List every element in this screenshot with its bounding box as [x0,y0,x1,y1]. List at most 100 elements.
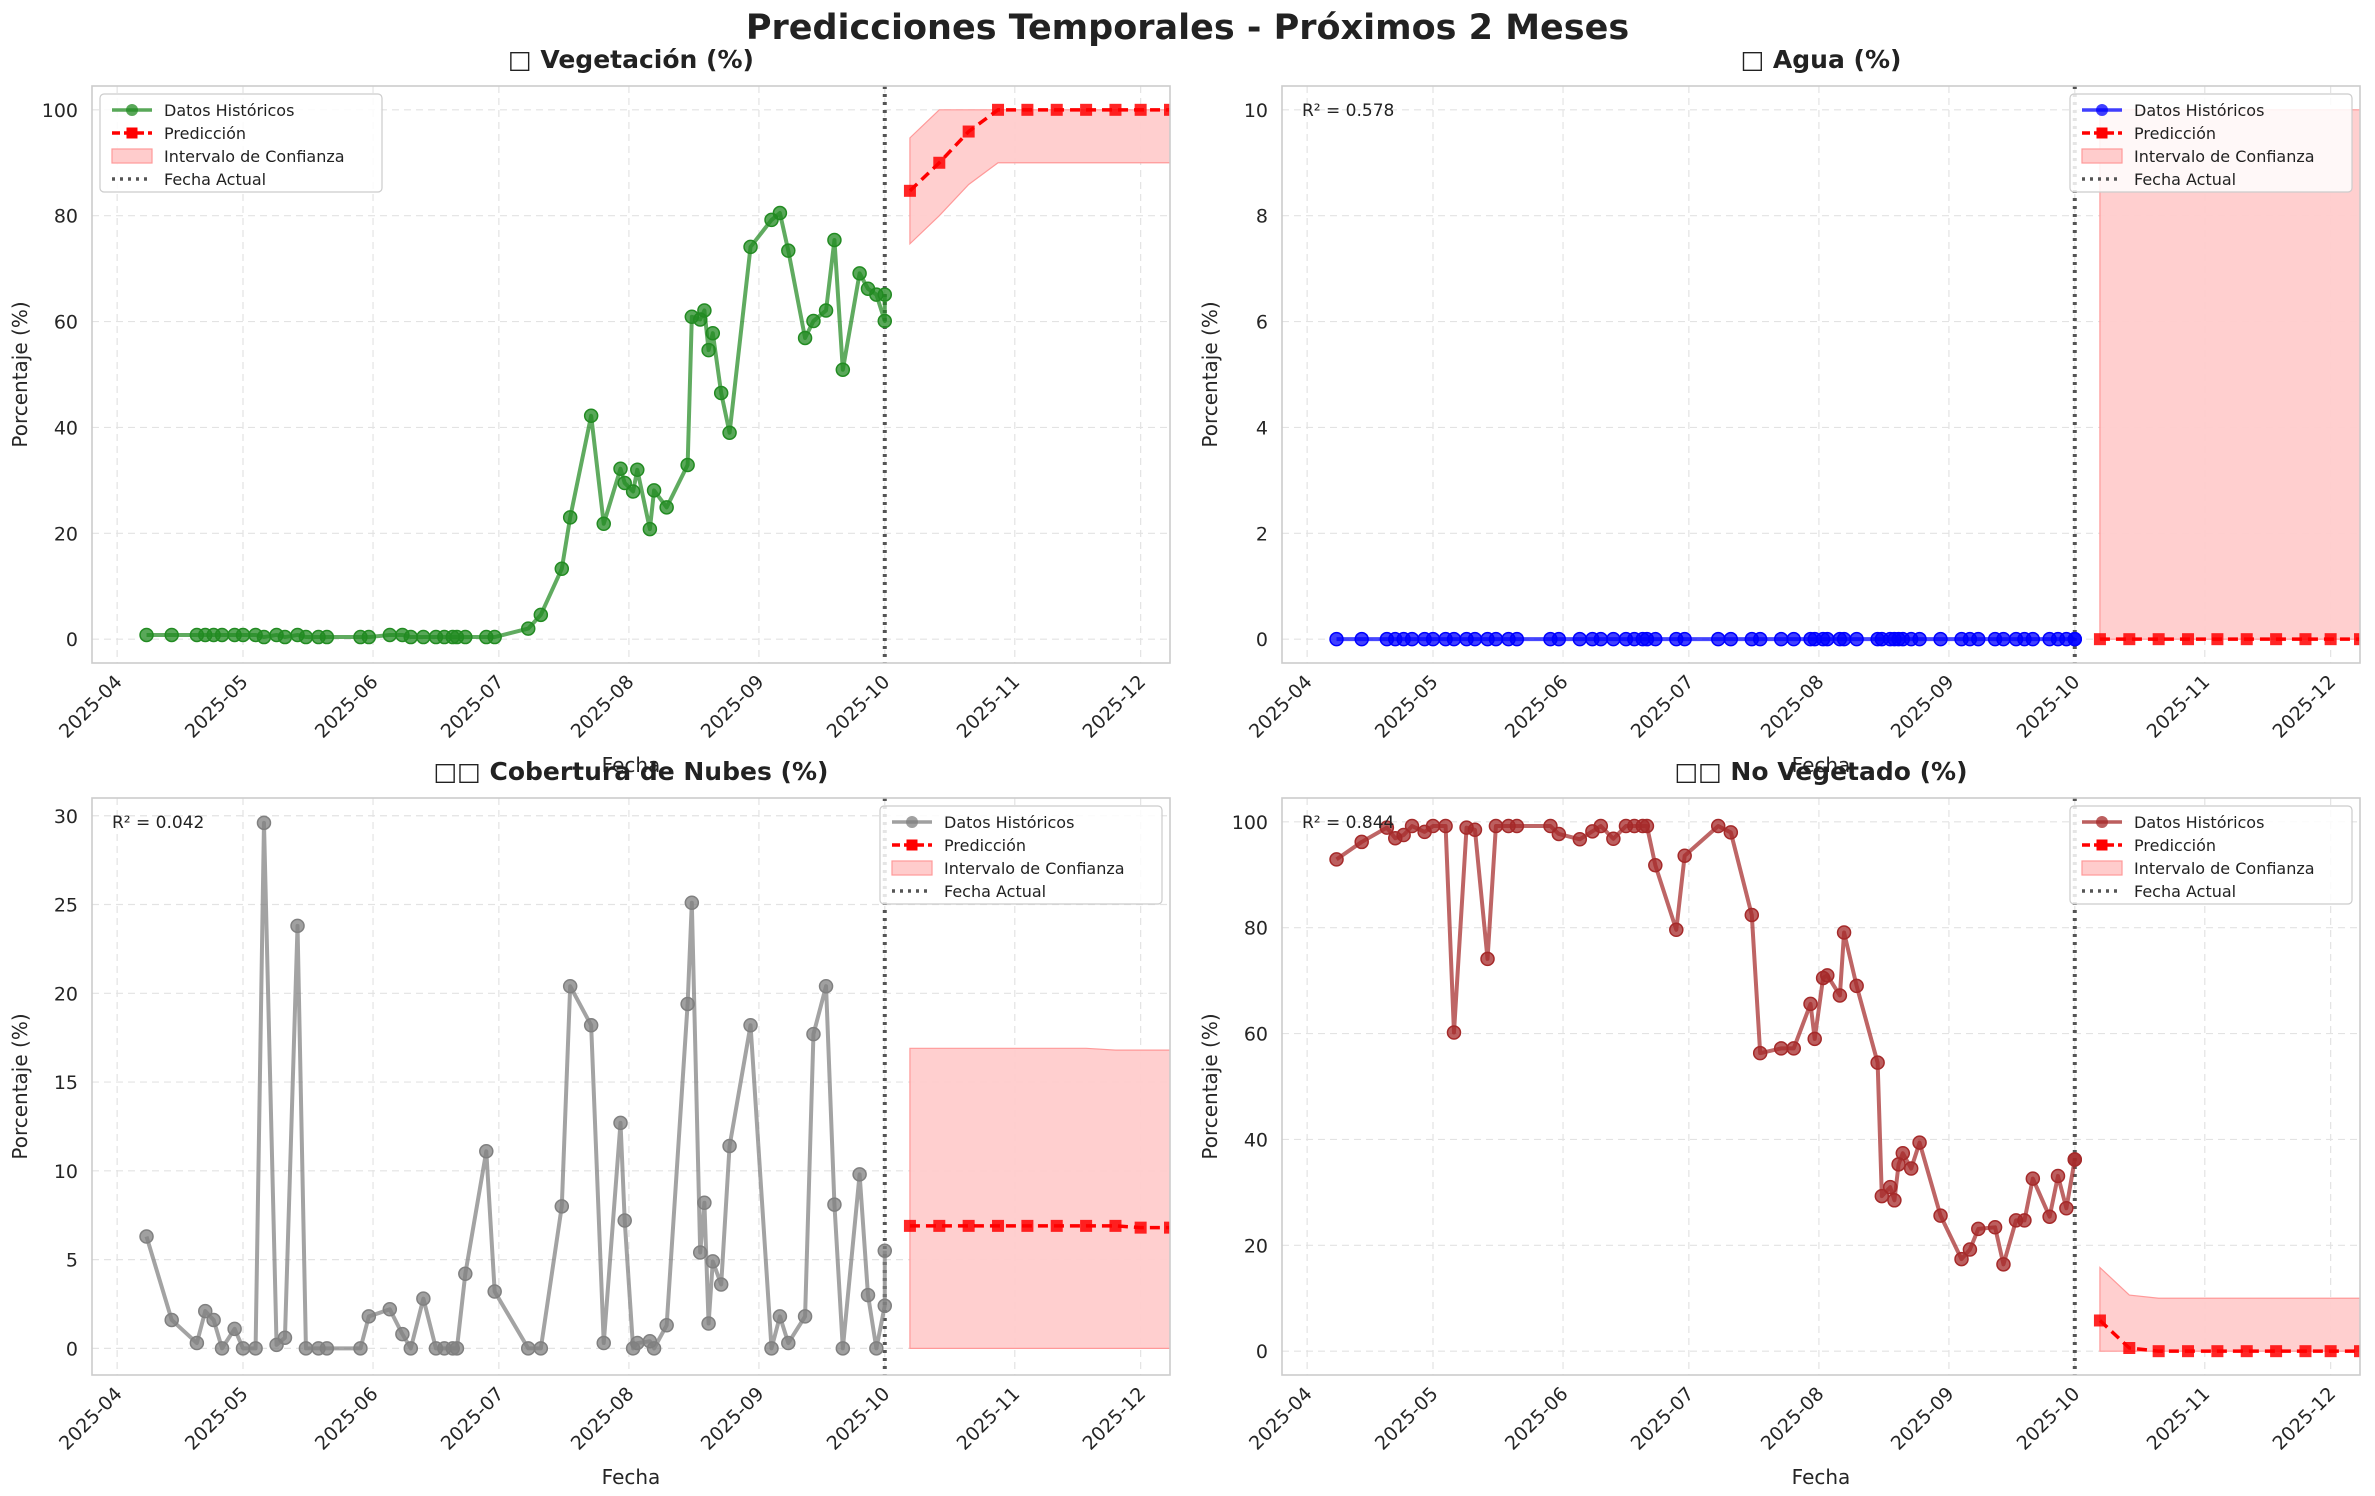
historical-point [617,1213,632,1228]
y-tick-label: 8 [1256,206,1268,228]
x-axis-label: Fecha [1792,753,1851,777]
legend-marker-prediction [2096,839,2108,851]
y-tick-label: 30 [54,806,78,828]
historical-point [2017,1213,2032,1228]
y-tick-label: 100 [42,100,78,122]
r2-annotation: R² = 0.042 [112,813,204,833]
prediction-point [1050,1219,1063,1232]
historical-point [1648,631,1663,647]
historical-point [1396,827,1411,843]
historical-point [705,1254,721,1269]
prediction-point [1050,103,1063,116]
historical-point [319,629,335,645]
y-axis-label: Porcentaje (%) [8,301,32,447]
historical-point [697,1195,712,1211]
historical-point [416,1291,431,1306]
y-tick-label: 60 [54,312,78,334]
historical-point [403,1341,419,1356]
historical-point [1572,832,1588,847]
historical-point [722,1138,737,1154]
prediction-point [2152,1345,2165,1358]
historical-point [164,627,179,643]
y-tick-label: 10 [54,1161,78,1183]
historical-point [797,1309,813,1324]
historical-point [1488,818,1504,834]
legend-handle-confidence [111,148,153,164]
x-tick-label: 2025-10 [823,1383,895,1455]
confidence-band [909,109,1170,246]
legend-label: Intervalo de Confianza [944,859,1125,878]
historical-point [1803,996,1818,1012]
r2-annotation: R² = 0.844 [1302,813,1394,833]
x-tick-label: 2025-07 [1627,1383,1699,1455]
historical-point [1710,818,1726,834]
historical-point [1849,978,1864,994]
prediction-point [2299,633,2312,646]
chart-title: □□ No Vegetado (%) [1674,757,1967,786]
prediction-point [2324,633,2337,646]
historical-point [1987,1220,2003,1235]
historical-point [235,1341,251,1356]
historical-point [235,627,251,643]
prediction-point [903,1219,916,1232]
y-tick-label: 0 [1256,1341,1268,1363]
historical-point [596,1335,611,1351]
legend-label: Fecha Actual [2134,882,2236,901]
historical-point [1446,1025,1462,1040]
y-axis-label: Porcentaje (%) [1198,301,1222,447]
historical-point [1870,1055,1885,1070]
historical-point [697,303,712,318]
x-tick-label: 2025-07 [437,671,509,743]
historical-point [479,1144,494,1159]
historical-point [1446,631,1462,647]
chart-title: □ Vegetación (%) [508,45,754,74]
historical-point [1954,1251,1969,1267]
prediction-point [1164,103,1170,116]
historical-point [382,1302,398,1317]
x-tick-label: 2025-08 [1757,671,1829,743]
historical-point [1606,631,1621,647]
y-tick-label: 80 [1244,918,1268,940]
historical-point [403,629,419,645]
historical-point [1744,907,1760,923]
x-tick-label: 2025-04 [55,671,127,743]
historical-point [361,1309,377,1324]
figure-title: Predicciones Temporales - Próximos 2 Mes… [745,8,1630,48]
x-tick-label: 2025-06 [311,671,383,743]
x-tick-label: 2025-06 [311,1383,383,1455]
historical-point [1786,631,1801,647]
historical-point [139,1229,154,1244]
historical-point [1971,1221,1986,1237]
legend-label: Intervalo de Confianza [164,147,345,166]
y-axis-label: Porcentaje (%) [1198,1013,1222,1159]
historical-point [416,629,431,645]
legend-marker-prediction [126,127,138,139]
x-tick-label: 2025-10 [2013,1383,2085,1455]
y-tick-label: 10 [1244,100,1268,122]
historical-point [680,996,695,1012]
prediction-point [1193,1222,1205,1234]
historical-point [1752,631,1768,647]
historical-point [214,1341,230,1356]
x-tick-label: 2025-06 [1501,671,1573,743]
r2-annotation: R² = 0.578 [1302,101,1394,121]
x-axis-label: Fecha [1792,1465,1851,1489]
prediction-point [1193,104,1205,116]
prediction-point [992,1219,1005,1232]
chart-panel-4: 0 20 40 60 80 100 2025-04 2025-05 2025-06 2025-07… [1198,757,2361,1489]
y-tick-label: 0 [66,1338,78,1360]
historical-point [1773,1041,1789,1056]
legend-label: Predicción [2134,124,2216,143]
prediction-point [2123,1342,2136,1355]
historical-point [2067,1152,2083,1167]
historical-point [827,1197,842,1212]
historical-point [1773,631,1789,647]
historical-point [764,1341,779,1356]
historical-point [877,313,893,329]
historical-point [680,457,695,473]
historical-point [835,1341,851,1356]
x-tick-label: 2025-07 [437,1383,509,1455]
legend: Datos Históricos Predicción Intervalo de C… [2069,805,2353,905]
historical-point [1996,631,2011,647]
x-tick-label: 2025-08 [567,671,639,743]
